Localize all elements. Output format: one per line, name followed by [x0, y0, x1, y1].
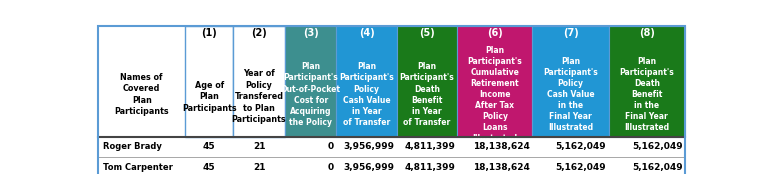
Text: 18,138,624: 18,138,624 [473, 163, 530, 172]
Text: Age of
Plan
Participants: Age of Plan Participants [182, 81, 237, 113]
Text: 18,138,624: 18,138,624 [473, 142, 530, 151]
Text: 4,811,399: 4,811,399 [404, 142, 455, 151]
Text: 5,162,049: 5,162,049 [555, 163, 607, 172]
Text: 5,162,049: 5,162,049 [632, 163, 683, 172]
Text: Year of
Policy
Transfered
to Plan
Participants: Year of Policy Transfered to Plan Partic… [232, 69, 286, 124]
Text: 21: 21 [253, 163, 266, 172]
Text: (2): (2) [251, 28, 267, 38]
Text: Plan
Participant's
Policy
Cash Value
in Year
of Transfer: Plan Participant's Policy Cash Value in … [340, 62, 394, 127]
Bar [609, 26, 685, 137]
Text: (6): (6) [487, 28, 503, 38]
Text: 45: 45 [203, 163, 215, 172]
Text: 3,956,999: 3,956,999 [343, 163, 394, 172]
Text: Plan
Participant's
Out-of-Pocket
Cost for
Acquiring
the Policy: Plan Participant's Out-of-Pocket Cost fo… [281, 62, 340, 127]
Text: 21: 21 [253, 142, 266, 151]
Text: Plan
Participant's
Death
Benefit
in Year
of Transfer: Plan Participant's Death Benefit in Year… [400, 62, 455, 127]
Bar [233, 26, 285, 137]
Text: Tom Carpenter: Tom Carpenter [103, 163, 172, 172]
Text: (4): (4) [359, 28, 375, 38]
Text: (5): (5) [419, 28, 435, 38]
Text: (1): (1) [201, 28, 217, 38]
Bar [336, 26, 397, 137]
Bar [397, 26, 457, 137]
Text: Plan
Participant's
Policy
Cash Value
in the
Final Year
Illustrated: Plan Participant's Policy Cash Value in … [543, 57, 598, 132]
Bar [98, 26, 185, 137]
Text: Roger Brady: Roger Brady [103, 142, 162, 151]
Text: Plan
Participant's
Cumulative
Retirement
Income
After Tax
Policy
Loans
Illustrat: Plan Participant's Cumulative Retirement… [468, 46, 522, 143]
Text: (7): (7) [562, 28, 578, 38]
Text: 45: 45 [203, 142, 215, 151]
Text: Plan
Participant's
Death
Benefit
in the
Final Year
Illustrated: Plan Participant's Death Benefit in the … [620, 57, 674, 132]
Bar [285, 26, 336, 137]
Bar [185, 26, 233, 137]
Bar [533, 26, 609, 137]
Bar [457, 26, 533, 137]
Text: 0: 0 [328, 163, 334, 172]
Text: (3): (3) [303, 28, 319, 38]
Text: Names of
Covered
Plan
Participants: Names of Covered Plan Participants [114, 73, 169, 116]
Text: 4,811,399: 4,811,399 [404, 163, 455, 172]
Text: 3,956,999: 3,956,999 [343, 142, 394, 151]
Text: (8): (8) [639, 28, 655, 38]
Text: 5,162,049: 5,162,049 [555, 142, 607, 151]
Text: 5,162,049: 5,162,049 [632, 142, 683, 151]
Text: 0: 0 [328, 142, 334, 151]
